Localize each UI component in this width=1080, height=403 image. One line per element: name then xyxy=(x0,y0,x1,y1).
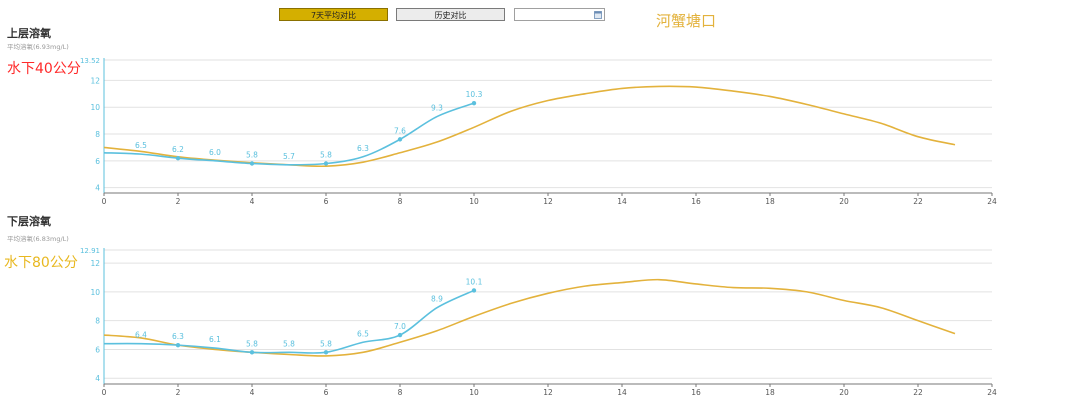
upper-y-tick-label: 12 xyxy=(90,76,100,85)
upper-y-tick-label: 4 xyxy=(95,184,100,193)
lower-y-tick-label: 4 xyxy=(95,374,100,383)
lower-today-line xyxy=(103,289,475,354)
upper-today-point xyxy=(397,137,403,142)
lower-data-label: 6.1 xyxy=(209,335,221,344)
lower-data-label: 5.8 xyxy=(320,339,332,348)
upper-x-tick-label: 10 xyxy=(469,197,479,206)
upper-depth-label: 水下40公分 xyxy=(7,61,81,77)
lower-x-tick-label: 10 xyxy=(469,388,479,397)
lower-data-label: 8.9 xyxy=(431,295,443,304)
lower-chart-subtitle: 平均溶氧(6.83mg/L) xyxy=(7,235,69,243)
upper-y-tick-label: 6 xyxy=(95,157,100,166)
upper-x-tick-label: 6 xyxy=(324,197,329,206)
lower-data-label: 6.5 xyxy=(357,329,369,338)
upper-chart-subtitle: 平均溶氧(6.93mg/L) xyxy=(7,43,69,51)
upper-today-point xyxy=(249,161,255,166)
lower-y-tick-label: 8 xyxy=(95,317,100,326)
upper-data-label: 6.2 xyxy=(172,145,184,154)
upper-y-tick-label: 10 xyxy=(90,103,100,112)
upper-x-tick-label: 12 xyxy=(543,197,553,206)
lower-today-point xyxy=(323,350,329,355)
upper-today-point xyxy=(175,155,181,161)
upper-data-label: 10.3 xyxy=(466,90,483,99)
lower-y-tick-label: 10 xyxy=(90,288,100,297)
lower-data-label: 6.4 xyxy=(135,331,147,340)
upper-x-tick-label: 14 xyxy=(617,197,627,206)
history-compare-button[interactable]: 历史对比 xyxy=(396,8,505,21)
lower-today-point xyxy=(397,332,403,338)
upper-x-tick-label: 16 xyxy=(691,197,701,206)
lower-x-tick-label: 18 xyxy=(765,388,775,397)
upper-today-line xyxy=(103,102,475,166)
lower-today-point xyxy=(175,342,181,348)
upper-data-label: 6.0 xyxy=(209,148,221,157)
date-input[interactable] xyxy=(514,8,605,21)
upper-data-label: 5.8 xyxy=(320,151,332,160)
lower-today-point xyxy=(249,350,255,355)
upper-today-point xyxy=(471,100,477,106)
lower-y-tick-label: 6 xyxy=(95,345,100,354)
calendar-icon[interactable] xyxy=(594,10,602,19)
upper-x-tick-label: 20 xyxy=(839,197,849,206)
upper-data-label: 5.7 xyxy=(283,152,295,161)
lower-x-tick-label: 12 xyxy=(543,388,553,397)
lower-x-tick-label: 24 xyxy=(987,388,997,397)
lower-x-tick-label: 4 xyxy=(250,388,255,397)
upper-data-label: 6.5 xyxy=(135,141,147,150)
lower-x-tick-label: 16 xyxy=(691,388,701,397)
lower-data-label: 5.8 xyxy=(246,339,258,348)
upper-x-tick-label: 24 xyxy=(987,197,997,206)
upper-data-label: 6.3 xyxy=(357,144,369,153)
pond-name: 河蟹塘口 xyxy=(656,12,717,30)
lower-x-tick-label: 0 xyxy=(102,388,107,397)
lower-data-label: 6.3 xyxy=(172,332,184,341)
upper-x-tick-label: 8 xyxy=(398,197,403,206)
seven-day-average-button[interactable]: 7天平均对比 xyxy=(279,8,388,21)
upper-x-tick-label: 2 xyxy=(176,197,181,206)
lower-x-tick-label: 20 xyxy=(839,388,849,397)
lower-depth-label: 水下80公分 xyxy=(4,255,78,271)
upper-x-tick-label: 22 xyxy=(913,197,923,206)
lower-x-tick-label: 2 xyxy=(176,388,181,397)
upper-data-label: 9.3 xyxy=(431,104,443,113)
lower-x-tick-label: 14 xyxy=(617,388,627,397)
lower-data-label: 10.1 xyxy=(466,277,483,286)
upper-y-tick-label: 8 xyxy=(95,130,100,139)
upper-x-tick-label: 18 xyxy=(765,197,775,206)
lower-y-tick-label: 12 xyxy=(90,259,100,268)
lower-today-point xyxy=(471,288,477,293)
upper-data-label: 7.6 xyxy=(394,126,406,135)
lower-x-tick-label: 6 xyxy=(324,388,329,397)
lower-x-tick-label: 22 xyxy=(913,388,923,397)
lower-data-label: 5.8 xyxy=(283,339,295,348)
upper-y-max-label: 13.52 xyxy=(80,57,100,65)
upper-data-label: 5.8 xyxy=(246,151,258,160)
lower-data-label: 7.0 xyxy=(394,322,406,331)
upper-x-tick-label: 0 xyxy=(102,197,107,206)
lower-avg-line xyxy=(103,278,956,357)
lower-x-tick-label: 8 xyxy=(398,388,403,397)
upper-x-tick-label: 4 xyxy=(250,197,255,206)
lower-y-max-label: 12.91 xyxy=(80,247,100,255)
upper-today-point xyxy=(323,161,329,166)
upper-chart-title: 上层溶氧 xyxy=(7,27,51,40)
lower-chart-title: 下层溶氧 xyxy=(7,215,51,228)
